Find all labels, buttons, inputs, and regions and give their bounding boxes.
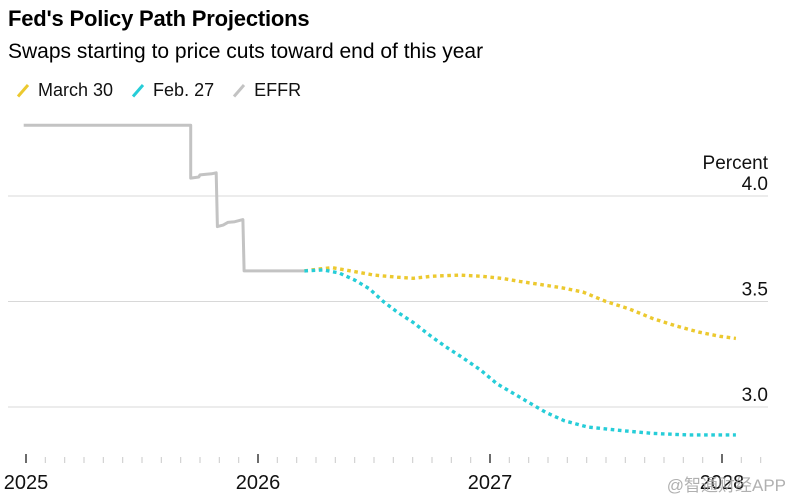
y-tick-label-3.5: 3.5 [742, 280, 768, 301]
legend: March 30 Feb. 27 EFFR [16, 78, 301, 102]
legend-label: March 30 [38, 79, 114, 100]
x-tick-label-2025: 2025 [4, 472, 49, 494]
x-tick-label-2026: 2026 [236, 472, 281, 494]
legend-slash-icon [131, 84, 145, 98]
x-tick-label-2028: 2028 [700, 472, 745, 494]
y-tick-label-3.0: 3.0 [742, 385, 768, 406]
y-axis-unit-label: Percent [703, 153, 769, 174]
watermark: @智通财经APP [666, 476, 786, 495]
legend-slash-icon [16, 84, 30, 98]
series-feb-27 [304, 268, 736, 437]
x-tick-label-2027: 2027 [468, 472, 513, 494]
legend-slash-icon [232, 84, 246, 98]
legend-item-feb-27: Feb. 27 [131, 80, 214, 101]
legend-item-march-30: March 30 [16, 80, 113, 101]
legend-item-effr: EFFR [232, 80, 301, 101]
legend-label: Feb. 27 [153, 79, 215, 100]
chart-title: Fed's Policy Path Projections [8, 6, 310, 31]
series-effr [23, 123, 305, 273]
legend-label: EFFR [254, 79, 302, 100]
series-march-30 [304, 266, 737, 341]
y-tick-label-4.0: 4.0 [742, 174, 768, 195]
chart-subtitle: Swaps starting to price cuts toward end … [8, 40, 484, 63]
